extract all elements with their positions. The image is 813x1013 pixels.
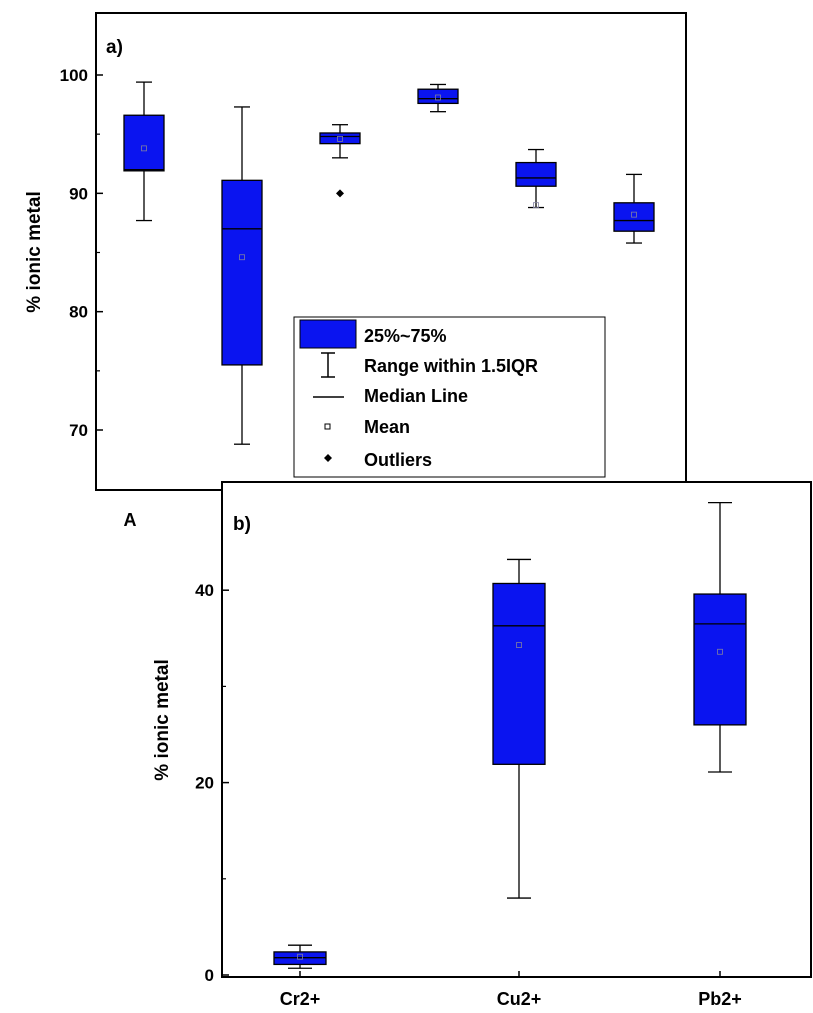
y-tick-label: 100 (60, 66, 88, 85)
panel-b-x-labels: Cr2+ Cu2+ Pb2+ (280, 971, 742, 1009)
panel-a-y-axis: 70 80 90 100 (60, 66, 103, 440)
box-group (613, 173, 655, 244)
y-tick-label: 80 (69, 303, 88, 322)
legend-whisker-swatch (321, 352, 335, 378)
mean-marker (297, 953, 303, 960)
box-group (319, 124, 361, 198)
panel-b-boxes (273, 502, 747, 969)
mean-marker (516, 642, 522, 648)
y-tick-label: 40 (195, 581, 214, 600)
mean-marker (239, 254, 245, 261)
box-iqr (492, 582, 546, 765)
legend-label-mean: Mean (364, 417, 410, 437)
mean-marker (337, 135, 343, 142)
panel-b-y-axis: 0 20 40 (195, 581, 229, 985)
legend-label-box: 25%~75% (364, 326, 447, 346)
panel-a-x-labels: A (124, 510, 137, 530)
x-tick-label: A (124, 510, 137, 530)
box-group (693, 502, 747, 773)
box-group (273, 944, 327, 969)
mean-marker (435, 94, 441, 101)
y-tick-label: 90 (69, 184, 88, 203)
mean-marker (717, 648, 723, 655)
box-group (123, 81, 165, 222)
mean-marker (533, 202, 539, 209)
box-iqr (123, 114, 165, 172)
panel-a-ylabel: % ionic metal (24, 191, 45, 312)
mean-marker (141, 145, 147, 152)
y-tick-label: 70 (69, 421, 88, 440)
x-tick-label: Pb2+ (698, 989, 742, 1009)
legend-label-median: Median Line (364, 386, 468, 406)
panel-b-label: b) (233, 514, 251, 535)
legend-label-outlier: Outliers (364, 450, 432, 470)
panel-a: a) % ionic metal 70 80 90 100 A 25%~75% Ran… (24, 12, 687, 530)
y-tick-label: 0 (205, 966, 214, 985)
box-group (492, 558, 546, 899)
legend-box-swatch (299, 319, 357, 349)
box-iqr (693, 593, 747, 726)
legend: 25%~75% Range within 1.5IQR Median Line … (293, 316, 606, 478)
y-tick-label: 20 (195, 774, 214, 793)
legend-mean-swatch (324, 423, 331, 430)
box-iqr (417, 88, 459, 105)
panel-a-boxes (123, 81, 655, 445)
box-iqr (319, 132, 361, 145)
legend-label-whisker: Range within 1.5IQR (364, 356, 538, 376)
box-iqr (221, 179, 263, 366)
panel-b-ylabel: % ionic metal (152, 659, 173, 780)
box-iqr (515, 161, 557, 187)
mean-marker (631, 211, 637, 218)
box-group (221, 106, 263, 445)
x-tick-label: Cr2+ (280, 989, 321, 1009)
outlier-marker (336, 189, 344, 198)
box-group (417, 83, 459, 113)
panel-a-label: a) (106, 37, 123, 58)
legend-outlier-swatch (324, 454, 332, 462)
x-tick-label: Cu2+ (497, 989, 542, 1009)
box-group (515, 148, 557, 209)
panel-b: b) % ionic metal 0 20 40 Cr2+ Cu2+ Pb2+ (152, 481, 812, 1009)
